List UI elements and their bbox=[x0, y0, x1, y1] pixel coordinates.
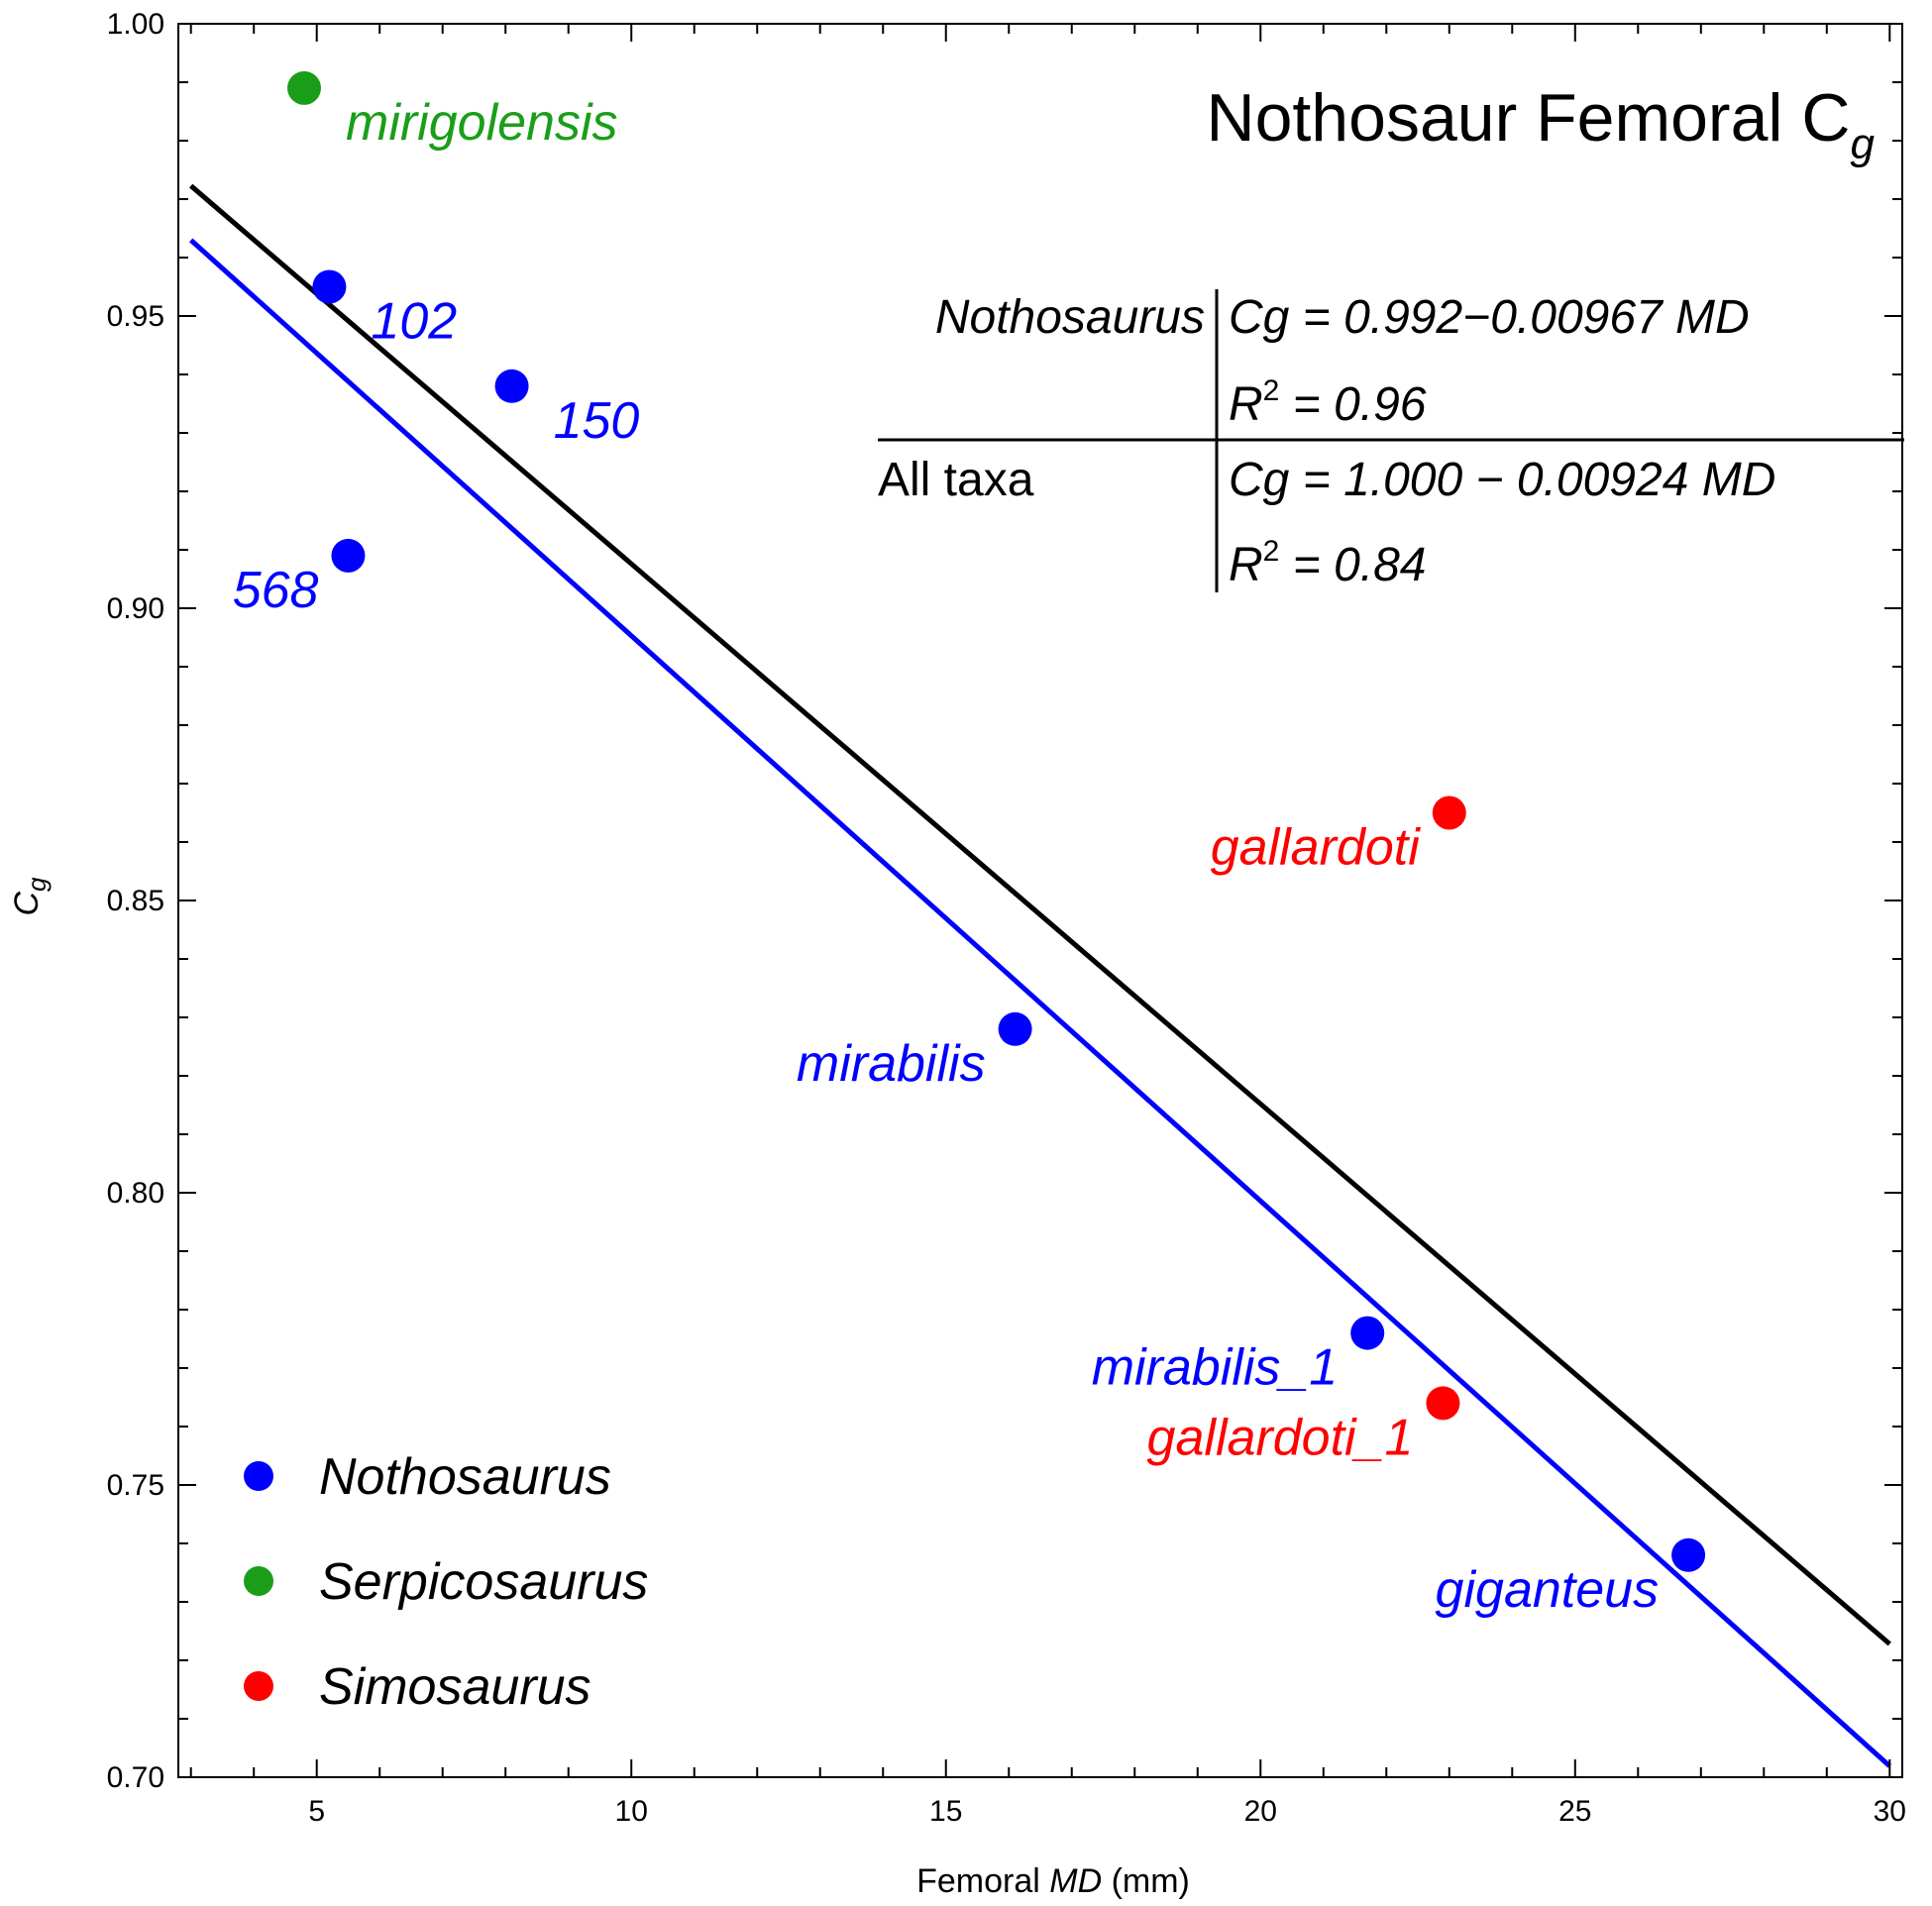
y-tick-label: 0.75 bbox=[107, 1469, 164, 1502]
point-labels: mirigolensis 102 150 568 mirabilis gallardoti… bbox=[233, 94, 1659, 1619]
data-point-giganteus bbox=[1671, 1537, 1706, 1572]
y-tick-label: 1.00 bbox=[107, 8, 164, 41]
y-tick-label: 0.85 bbox=[107, 885, 164, 917]
equation-row-1-r2-label: R bbox=[1229, 378, 1263, 431]
data-label-gallardoti_1: gallardoti_1 bbox=[1147, 1409, 1414, 1466]
equation-row-1-name: Nothosaurus bbox=[935, 291, 1205, 344]
legend-marker-nothosaurus bbox=[244, 1461, 273, 1491]
plot-frame bbox=[177, 23, 1903, 1778]
data-point-568 bbox=[331, 538, 366, 573]
data-label-150: 150 bbox=[554, 392, 640, 450]
legend-label-nothosaurus: Nothosaurus bbox=[319, 1448, 611, 1506]
equation-row-2-r2-label: R bbox=[1229, 539, 1263, 591]
x-axis-title-md: MD bbox=[1049, 1862, 1102, 1900]
data-label-mirigolensis: mirigolensis bbox=[346, 94, 618, 152]
x-axis-title-pre: Femoral bbox=[916, 1862, 1049, 1900]
data-point-150 bbox=[494, 369, 529, 403]
y-axis-title-sub: g bbox=[22, 877, 52, 892]
data-point-102 bbox=[312, 269, 347, 304]
y-axis-title-main: C bbox=[8, 892, 46, 916]
y-axis-title: Cg bbox=[8, 877, 52, 916]
legend-label-serpicosaurus: Serpicosaurus bbox=[319, 1553, 648, 1611]
equation-table: Nothosaurus Cg = 0.992−0.00967 MD R2 = 0… bbox=[878, 289, 1904, 592]
legend-label-simosaurus: Simosaurus bbox=[319, 1658, 591, 1716]
legend: Nothosaurus Serpicosaurus Simosaurus bbox=[244, 1448, 648, 1716]
fit-line-all-taxa bbox=[189, 183, 1891, 1646]
data-label-568: 568 bbox=[233, 562, 319, 619]
chart-title-cg: g bbox=[1851, 120, 1876, 168]
data-label-mirabilis_1: mirabilis_1 bbox=[1092, 1339, 1339, 1397]
plot-area: mirigolensis 102 150 568 mirabilis gallardoti… bbox=[177, 23, 1903, 1778]
equation-row-2-r2-sup: 2 bbox=[1263, 535, 1280, 568]
data-label-giganteus: giganteus bbox=[1436, 1561, 1660, 1619]
chart-title-main: Nothosaur Femoral C bbox=[1206, 80, 1850, 156]
data-point-mirabilis_1 bbox=[1350, 1316, 1385, 1350]
x-axis: 5 10 15 20 25 30 bbox=[189, 24, 1906, 1828]
data-label-102: 102 bbox=[371, 293, 457, 351]
legend-marker-simosaurus bbox=[244, 1671, 273, 1701]
fit-lines bbox=[189, 183, 1891, 1768]
equation-row-1-r2-value: = 0.96 bbox=[1279, 378, 1426, 431]
y-tick-label: 0.80 bbox=[107, 1177, 164, 1210]
data-point-gallardoti_1 bbox=[1426, 1386, 1460, 1421]
x-tick-label: 10 bbox=[615, 1795, 648, 1828]
equation-row-2-r2: R2 = 0.84 bbox=[1229, 535, 1426, 591]
x-axis-title-post: (mm) bbox=[1102, 1862, 1190, 1900]
data-label-mirabilis: mirabilis bbox=[797, 1035, 986, 1093]
x-tick-label: 25 bbox=[1558, 1795, 1591, 1828]
equation-row-1-r2-sup: 2 bbox=[1263, 374, 1280, 407]
equation-row-2-name: All taxa bbox=[878, 454, 1034, 506]
data-label-gallardoti: gallardoti bbox=[1211, 819, 1421, 877]
equation-row-2-r2-value: = 0.84 bbox=[1279, 539, 1426, 591]
x-axis-title: Femoral MD (mm) bbox=[916, 1862, 1190, 1900]
x-tick-label: 30 bbox=[1874, 1795, 1906, 1828]
data-point-mirigolensis bbox=[287, 70, 322, 105]
equation-row-1-equation: Cg = 0.992−0.00967 MD bbox=[1229, 291, 1750, 344]
legend-marker-serpicosaurus bbox=[244, 1566, 273, 1596]
x-tick-label: 20 bbox=[1244, 1795, 1277, 1828]
data-point-gallardoti bbox=[1432, 795, 1466, 830]
equation-row-2-equation: Cg = 1.000 − 0.00924 MD bbox=[1229, 454, 1775, 506]
data-point-mirabilis bbox=[998, 1011, 1032, 1046]
y-tick-label: 0.90 bbox=[107, 592, 164, 625]
x-tick-label: 5 bbox=[308, 1795, 325, 1828]
fit-line-nothosaurus bbox=[189, 238, 1891, 1768]
chart-title: Nothosaur Femoral Cg bbox=[1206, 80, 1875, 168]
y-tick-label: 0.95 bbox=[107, 300, 164, 333]
y-tick-label: 0.70 bbox=[107, 1761, 164, 1794]
data-points bbox=[287, 70, 1706, 1572]
y-axis: 0.70 0.75 0.80 0.85 0.90 0.95 1.00 bbox=[107, 8, 1902, 1794]
x-tick-label: 15 bbox=[929, 1795, 962, 1828]
equation-row-1-r2: R2 = 0.96 bbox=[1229, 374, 1427, 431]
